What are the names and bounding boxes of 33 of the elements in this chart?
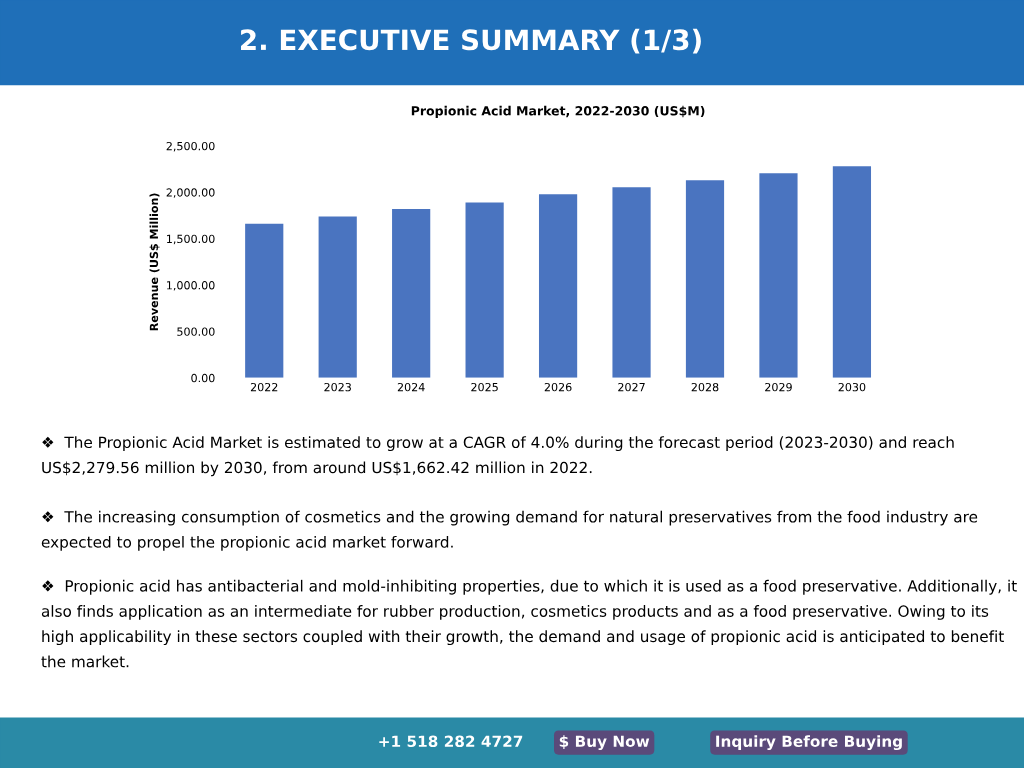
- bar: [685, 180, 725, 378]
- bar: [465, 202, 504, 378]
- text: ❖ The Propionic Acid Market is estimated to grow at a CAGR of 4.0% during the forecast period (2023-2030) and reach US$2,279.56 million by 2030, from around US$1,662.42 million in 2022.: [42, 436, 954, 477]
- text: ❖ Propionic acid has antibacterial and mold-inhibiting properties, due to which it is used as a food preservative. Additionally, it also finds application as an intermediate for rubber production, cosmetics products and as a food preservative. Owing to its high applicability in these sectors coupled with their growth, the demand and usage of propionic acid is anticipated to benefit the market.: [41, 579, 1017, 668]
- bar: [538, 194, 578, 378]
- text: $ Buy Now: [559, 735, 650, 751]
- y-tick-label: 2,500.00: [166, 141, 215, 152]
- x-tick-label: 2025: [471, 382, 498, 392]
- x-tick-label: 2029: [765, 382, 792, 392]
- text: ❖ The increasing consumption of cosmetics and the growing demand for natural preservatives from the food industry are expected to propel the propionic acid market forward.: [41, 510, 978, 551]
- x-tick-label: 2028: [691, 382, 719, 392]
- y-tick-label: 500.00: [177, 327, 215, 336]
- bar: [759, 173, 798, 378]
- text: +1 518 282 4727: [379, 735, 523, 748]
- y-axis-title: Revenue (US$ Million): [149, 193, 160, 331]
- y-tick-label: 0.00: [191, 373, 215, 383]
- x-tick-label: 2026: [544, 382, 572, 392]
- bar: [612, 187, 651, 378]
- y-tick-label: 1,000.00: [167, 281, 215, 291]
- x-tick-label: 2022: [250, 382, 278, 392]
- bar: [392, 209, 431, 378]
- x-tick-label: 2030: [838, 382, 866, 392]
- bar: [318, 216, 357, 378]
- text: Inquiry Before Buying: [716, 735, 902, 751]
- chart-subtitle: Propionic Acid Market, 2022-2030 (US$M): [411, 105, 705, 118]
- x-tick-label: 2024: [397, 382, 425, 392]
- x-tick-label: 2027: [618, 382, 645, 392]
- bar: [832, 166, 872, 378]
- y-tick-label: 1,500.00: [167, 234, 215, 245]
- bar: [245, 223, 284, 378]
- y-tick-label: 2,000.00: [166, 188, 215, 198]
- x-tick-label: 2023: [324, 382, 351, 392]
- chart-title: 2. EXECUTIVE SUMMARY (1/3): [241, 28, 701, 54]
